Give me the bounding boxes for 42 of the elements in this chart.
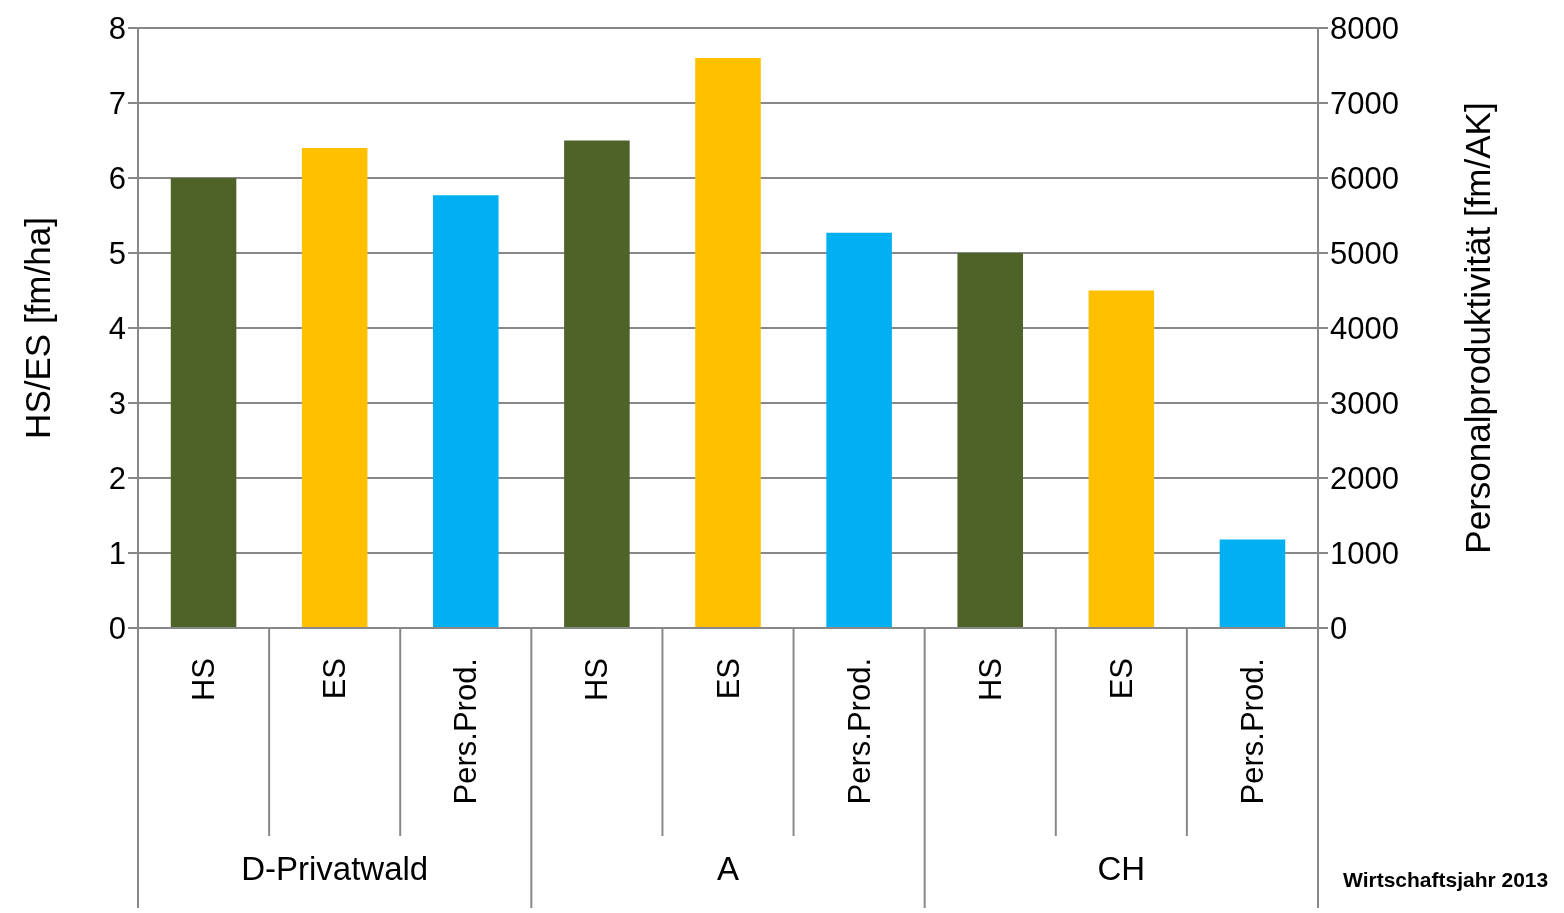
x-tick-label: HS xyxy=(186,658,222,702)
x-tick-label: HS xyxy=(972,658,1008,702)
bar xyxy=(433,195,499,628)
x-tick-label: ES xyxy=(710,658,746,700)
bar xyxy=(564,140,630,628)
y2-axis-title: Personalproduktivität [fm/AK] xyxy=(1458,102,1498,554)
text: CH xyxy=(1096,850,1147,888)
bar xyxy=(957,253,1023,628)
y2-tick-label: 1000 xyxy=(1330,536,1399,572)
y-tick-label: 4 xyxy=(108,311,126,347)
bar xyxy=(826,232,892,628)
bar xyxy=(1219,539,1286,628)
text: Wirtschaftsjahr 2013 xyxy=(1343,868,1549,892)
y2-tick-label: 4000 xyxy=(1330,311,1399,347)
bar xyxy=(695,58,761,628)
y-tick-label: 1 xyxy=(108,536,126,572)
y2-tick-label: 0 xyxy=(1330,611,1348,647)
y2-tick-label: 3000 xyxy=(1330,386,1399,422)
y-tick-label: 6 xyxy=(108,161,126,197)
x-tick-label: ES xyxy=(317,658,353,700)
y-tick-label: 5 xyxy=(108,236,126,272)
y2-tick-label: 7000 xyxy=(1330,86,1399,121)
bar xyxy=(170,178,237,628)
x-tick-label: Pers.Prod. xyxy=(448,658,484,805)
y2-tick-label: 6000 xyxy=(1330,161,1399,197)
x-tick-label: HS xyxy=(579,658,615,702)
y2-tick-label: 5000 xyxy=(1330,236,1399,272)
y-tick-label: 0 xyxy=(108,611,126,647)
x-tick-label: Pers.Prod. xyxy=(841,658,877,805)
bar xyxy=(1088,290,1155,628)
text: D-Privatwald xyxy=(240,850,430,888)
bar xyxy=(301,148,368,628)
y-tick-label: 2 xyxy=(108,461,126,497)
text: A xyxy=(716,850,740,888)
y2-tick-label: 8000 xyxy=(1330,11,1399,47)
y-tick-label: 3 xyxy=(108,386,126,422)
y-tick-label: 8 xyxy=(108,11,126,47)
x-tick-label: Pers.Prod. xyxy=(1234,658,1270,805)
y-tick-label: 7 xyxy=(108,86,126,121)
y2-tick-label: 2000 xyxy=(1330,461,1399,497)
y-axis-title: HS/ES [fm/ha] xyxy=(18,217,58,439)
x-tick-label: ES xyxy=(1103,658,1139,700)
